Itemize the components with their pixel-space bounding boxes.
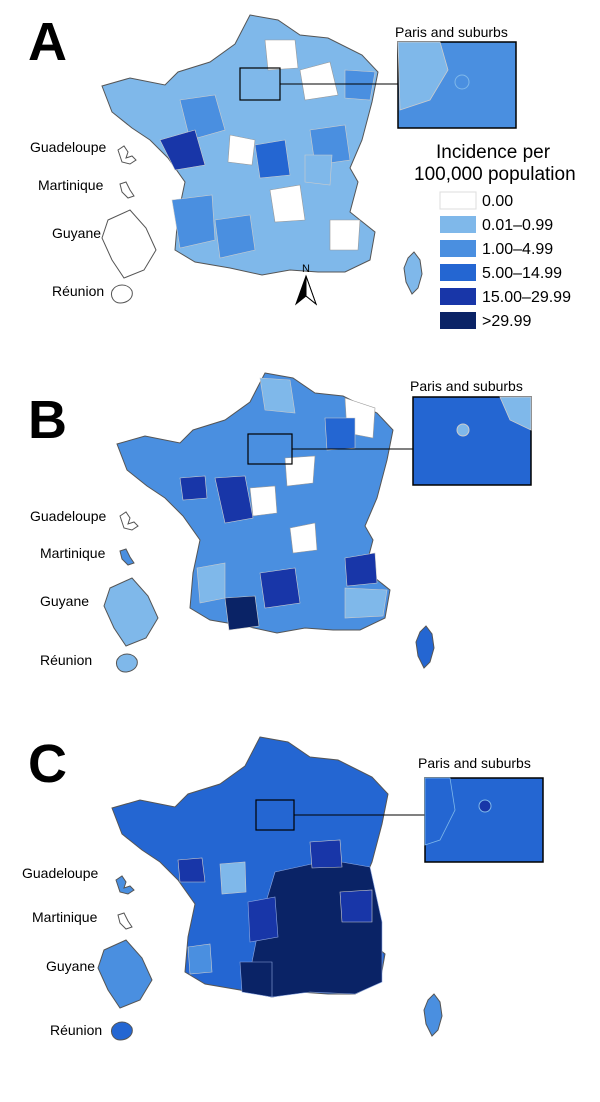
france-map: [116, 372, 413, 634]
overseas-territories: Guadeloupe Martinique Guyane Réunion: [22, 865, 153, 1041]
overseas-label-martinique: Martinique: [38, 177, 104, 193]
overseas-label-martinique: Martinique: [40, 545, 106, 561]
overseas-label-guyane: Guyane: [52, 225, 101, 241]
martinique-shape: [117, 912, 133, 930]
panel-b: B Paris and suburbs Guadeloupe M: [28, 372, 532, 673]
svg-text:0.00: 0.00: [482, 193, 513, 210]
legend-title-line2: 100,000 population: [414, 164, 576, 185]
guadeloupe-shape: [117, 145, 137, 165]
legend-item: 0.00: [439, 191, 513, 210]
martinique-shape: [119, 548, 135, 566]
svg-text:15.00–29.99: 15.00–29.99: [482, 289, 571, 306]
overseas-label-reunion: Réunion: [52, 283, 104, 299]
legend-item: 0.01–0.99: [440, 216, 553, 234]
inset-label: Paris and suburbs: [395, 24, 508, 40]
legend-item: 1.00–4.99: [440, 240, 553, 258]
svg-text:>29.99: >29.99: [482, 313, 531, 330]
france-map: [101, 14, 398, 276]
panel-letter: B: [28, 390, 67, 450]
svg-text:5.00–14.99: 5.00–14.99: [482, 265, 562, 282]
overseas-territories: Guadeloupe Martinique Guyane Réunion: [30, 139, 157, 304]
overseas-label-reunion: Réunion: [40, 652, 92, 668]
guyane-shape: [103, 577, 159, 647]
north-arrow-icon: N: [294, 263, 318, 306]
martinique-shape: [119, 181, 135, 199]
legend: Incidence per 100,000 population 0.00 0.…: [414, 142, 576, 330]
reunion-shape: [110, 1021, 133, 1041]
legend-item: >29.99: [440, 312, 531, 330]
overseas-label-guadeloupe: Guadeloupe: [22, 865, 99, 881]
overseas-label-guadeloupe: Guadeloupe: [30, 139, 107, 155]
guadeloupe-shape: [115, 875, 135, 895]
panel-letter: C: [28, 734, 67, 794]
reunion-shape: [110, 284, 133, 304]
france-map: [111, 736, 425, 998]
panel-a: A Paris and suburbs G: [28, 12, 576, 330]
overseas-label-guyane: Guyane: [46, 958, 95, 974]
inset-label: Paris and suburbs: [410, 378, 523, 394]
legend-title-line1: Incidence per: [436, 142, 551, 163]
panel-c: C Paris and suburbs Guadeloupe Martiniqu…: [22, 734, 544, 1041]
guyane-shape: [97, 939, 153, 1009]
corsica-shape: [423, 993, 443, 1037]
legend-item: 15.00–29.99: [440, 288, 571, 306]
svg-text:0.01–0.99: 0.01–0.99: [482, 217, 553, 234]
legend-item: 5.00–14.99: [440, 264, 562, 282]
svg-text:1.00–4.99: 1.00–4.99: [482, 241, 553, 258]
guadeloupe-shape: [119, 511, 139, 531]
overseas-label-guadeloupe: Guadeloupe: [30, 508, 107, 524]
overseas-label-martinique: Martinique: [32, 909, 98, 925]
overseas-label-reunion: Réunion: [50, 1022, 102, 1038]
overseas-label-guyane: Guyane: [40, 593, 89, 609]
overseas-territories: Guadeloupe Martinique Guyane Réunion: [30, 508, 159, 673]
panel-letter: A: [28, 12, 67, 72]
inset-label: Paris and suburbs: [418, 755, 531, 771]
guyane-shape: [101, 209, 157, 279]
corsica-shape: [415, 625, 435, 669]
reunion-shape: [115, 653, 138, 673]
svg-text:N: N: [302, 263, 310, 275]
corsica-shape: [403, 251, 423, 295]
